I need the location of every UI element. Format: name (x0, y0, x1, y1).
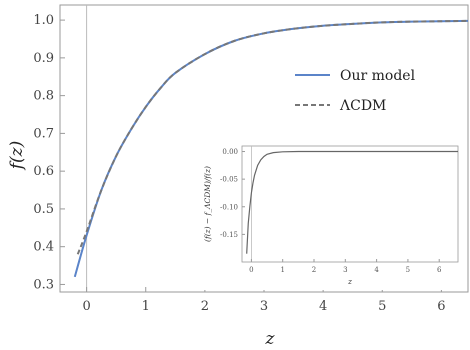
y-tick-label: 0.8 (33, 89, 54, 104)
y-tick-label: 0.7 (33, 126, 54, 141)
x-tick-label: 0 (82, 299, 90, 314)
y-tick-label: 0.6 (33, 164, 54, 179)
inset-frame (241, 145, 459, 263)
x-tick-label: 6 (437, 299, 445, 314)
inset-x-axis-title: z (347, 277, 352, 286)
y-tick-label: 0.9 (33, 51, 54, 66)
x-tick-label: 1 (142, 299, 150, 314)
inset-x-tick-label: 1 (280, 266, 284, 274)
inset-x-tick-label: 5 (406, 266, 410, 274)
inset-y-axis-title: (f(z) − f_ΛCDM)/f(z) (203, 166, 212, 242)
inset-y-tick-label: -0.10 (220, 203, 238, 211)
inset-x-tick-label: 3 (343, 266, 347, 274)
x-tick-label: 5 (378, 299, 386, 314)
inset-x-tick-label: 2 (312, 266, 316, 274)
series-line-1 (76, 19, 469, 255)
inset-y-tick-label: -0.05 (220, 176, 238, 184)
y-tick-label: 0.4 (33, 240, 54, 255)
inset-series-line (246, 150, 458, 254)
inset-y-tick-label: -0.15 (220, 231, 238, 239)
y-tick-label: 1.0 (33, 13, 54, 28)
legend-label: Our model (340, 68, 416, 84)
y-tick-label: 0.5 (33, 202, 54, 217)
x-tick-label: 2 (201, 299, 209, 314)
main-plot: 0 1 2 3 4 5 6 0.3 0.4 0.5 0.6 0.7 0.8 0.9 1.0 (33, 4, 469, 314)
inset-plot: 0 1 2 3 4 5 6 0.00 -0.05 -0.10 -0.15 z (f(z) − f_ΛCD… (198, 138, 466, 290)
inset-x-tick-label: 4 (374, 266, 379, 274)
x-tick-label: 4 (319, 299, 327, 314)
x-axis-title: z (265, 329, 276, 349)
x-tick-label: 3 (260, 299, 268, 314)
y-tick-label: 0.3 (33, 277, 54, 292)
y-axis-title: f(z) (7, 141, 27, 172)
inset-background (198, 138, 466, 290)
legend: Our model ΛCDM (295, 68, 416, 114)
legend-label: ΛCDM (339, 98, 386, 114)
inset-y-tick-label: 0.00 (222, 148, 238, 156)
inset-x-tick-label: 6 (437, 266, 442, 274)
inset-x-tick-label: 0 (249, 266, 253, 274)
